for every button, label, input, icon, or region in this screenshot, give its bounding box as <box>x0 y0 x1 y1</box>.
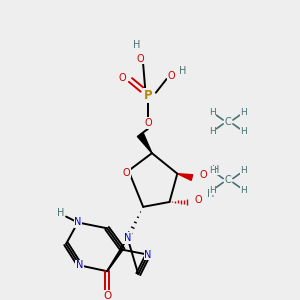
Polygon shape <box>137 133 152 153</box>
Text: N: N <box>74 218 82 227</box>
Text: H: H <box>209 166 216 175</box>
Text: H: H <box>209 108 216 117</box>
Text: H: H <box>209 127 216 136</box>
Text: H: H <box>133 40 140 50</box>
Text: O: O <box>103 291 111 300</box>
Text: H: H <box>240 186 247 195</box>
Text: H: H <box>209 186 216 195</box>
Polygon shape <box>177 174 193 180</box>
Text: H: H <box>212 165 219 175</box>
Text: O: O <box>144 118 152 128</box>
Text: O: O <box>168 71 175 81</box>
Text: H: H <box>240 108 247 117</box>
Text: N: N <box>144 250 152 260</box>
Text: H: H <box>240 127 247 136</box>
Text: H: H <box>240 166 247 175</box>
Text: O: O <box>123 168 130 178</box>
Text: O: O <box>136 53 144 64</box>
Text: C: C <box>225 117 231 127</box>
Text: H: H <box>207 189 214 199</box>
Text: O: O <box>119 73 127 83</box>
Text: N: N <box>76 260 83 270</box>
Text: O: O <box>200 169 208 180</box>
Text: N: N <box>124 233 131 243</box>
Text: C: C <box>225 176 231 185</box>
Text: H: H <box>179 66 187 76</box>
Text: H: H <box>57 208 64 218</box>
Text: O: O <box>195 195 202 205</box>
Text: P: P <box>144 89 152 102</box>
